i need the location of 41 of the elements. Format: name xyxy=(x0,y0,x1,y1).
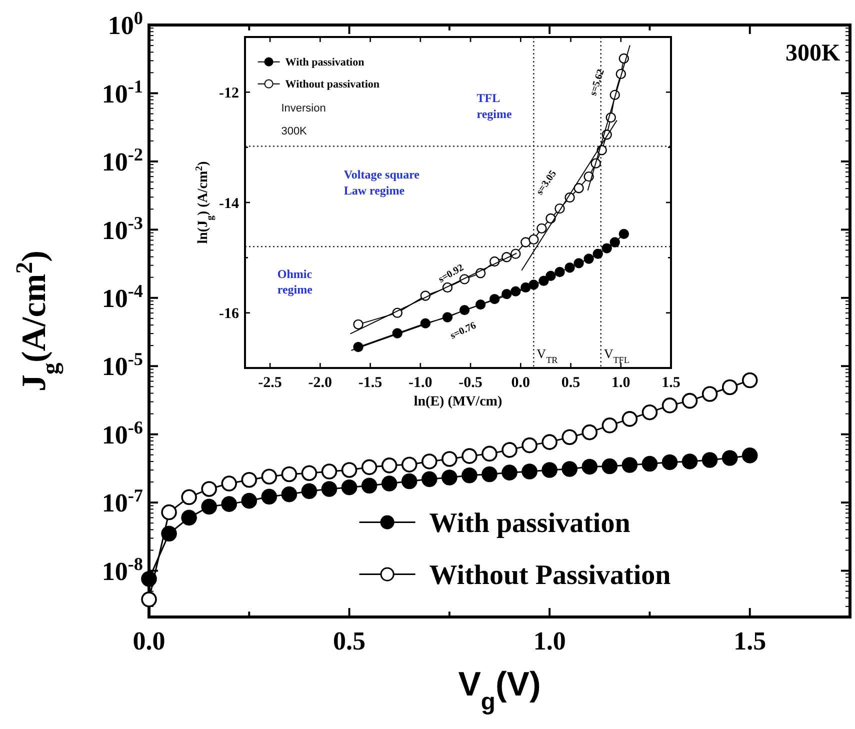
x-tick-label: 1.5 xyxy=(734,626,766,656)
y-tick-label: 10$^{-7}$ xyxy=(102,486,143,518)
annotation: 300K xyxy=(786,40,841,67)
x-tick-label: -1.5 xyxy=(358,374,382,391)
x-tick-label: 0.5 xyxy=(561,374,580,391)
ref-line-label: V$_{TR}$ xyxy=(536,346,559,365)
x-tick-label: -1.0 xyxy=(408,374,432,391)
x-tick-label: -2.0 xyxy=(308,374,332,391)
x-tick-label: -0.5 xyxy=(458,374,482,391)
x-tick-label: 1.0 xyxy=(612,374,630,391)
y-tick-label: 10$^{-2}$ xyxy=(102,144,143,177)
y-tick-label: 10$^{-6}$ xyxy=(102,417,143,450)
x-tick-label: 1.5 xyxy=(662,374,680,391)
y-tick-label: -14 xyxy=(219,196,240,212)
legend-label: Without passivation xyxy=(285,78,380,91)
annotation: Inversion xyxy=(281,102,326,114)
y-tick-label: -16 xyxy=(219,306,240,322)
annotation: TFL regime xyxy=(476,91,513,121)
x-axis-title: ln(E) (MV/cm) xyxy=(414,394,502,410)
y-tick-label: 10$^{-1}$ xyxy=(102,76,143,108)
y-tick-label: 10$^{-5}$ xyxy=(102,349,143,382)
ref-line-label: V$_{TFL}$ xyxy=(604,346,630,365)
x-tick-label: 0.0 xyxy=(511,374,530,391)
annotation: Ohmic regime xyxy=(277,266,314,297)
legend-label: With passivation xyxy=(429,508,631,540)
x-tick-label: 0.5 xyxy=(333,626,366,656)
x-tick-label: -2.5 xyxy=(258,374,282,391)
y-tick-label: 10$^{-8}$ xyxy=(102,554,143,586)
x-axis-title: V$_{g}$(V) xyxy=(458,665,541,715)
y-tick-label: 10$^{0}$ xyxy=(108,8,143,40)
y-tick-label: 10$^{-4}$ xyxy=(102,280,143,313)
annotation: Voltage square Law regime xyxy=(344,168,420,198)
y-tick-label: -12 xyxy=(219,85,239,102)
y-tick-label: 10$^{-3}$ xyxy=(102,212,143,245)
legend-label: With passivation xyxy=(285,56,364,69)
x-tick-label: 0.0 xyxy=(132,626,166,656)
annotation: 300K xyxy=(281,126,308,138)
annotation: s=0.76 xyxy=(448,320,478,342)
annotation: s=5.62 xyxy=(588,68,607,98)
x-tick-label: 1.0 xyxy=(533,626,566,656)
legend-label: Without Passivation xyxy=(429,560,672,592)
